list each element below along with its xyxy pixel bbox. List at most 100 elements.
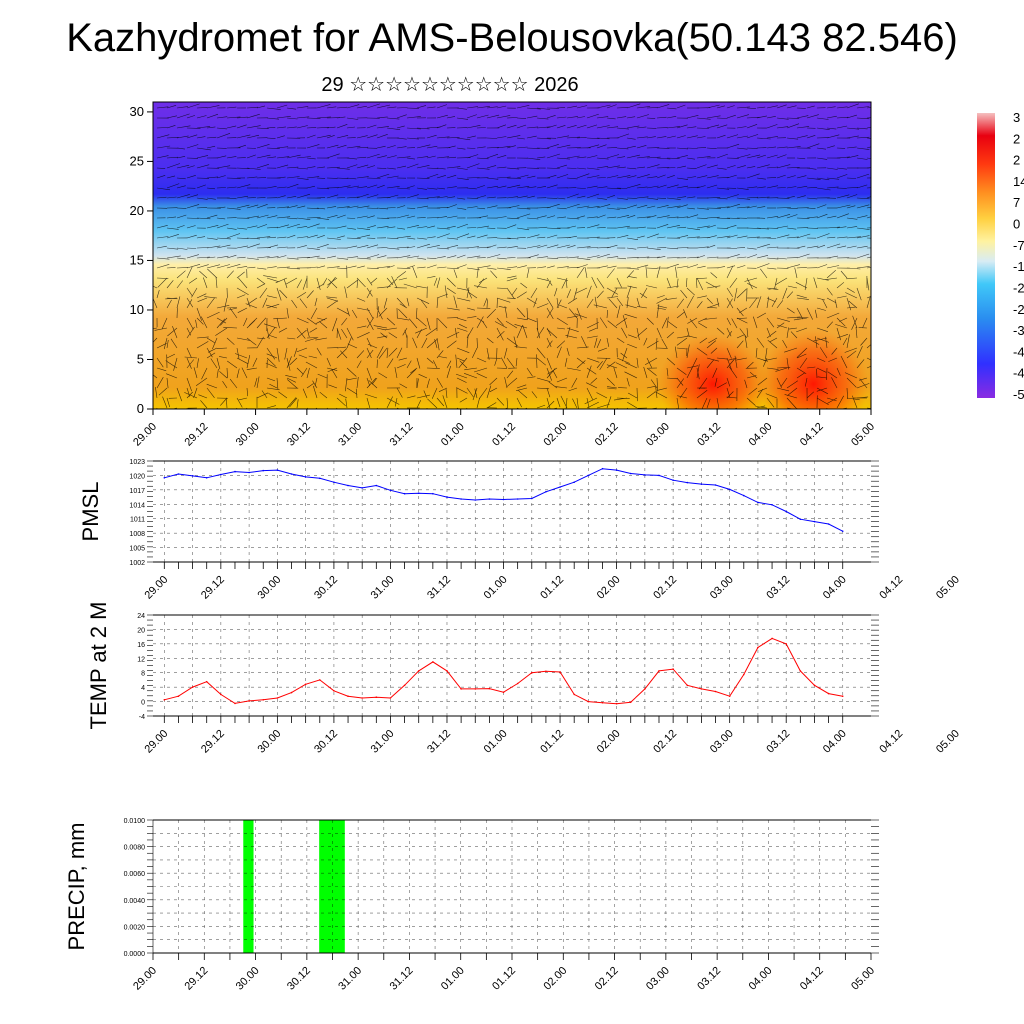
- wind-vector: [526, 234, 540, 239]
- wind-vector: [276, 236, 287, 239]
- y-axis-label: PMSL: [78, 482, 103, 542]
- wind-vector: [466, 287, 472, 299]
- data-point: [658, 474, 660, 477]
- wind-vector: [835, 324, 848, 329]
- wind-vector: [436, 187, 446, 190]
- wind-vector: [692, 407, 698, 409]
- wind-vector: [186, 377, 192, 392]
- wind-vector: [256, 256, 270, 259]
- wind-vector: [616, 305, 621, 319]
- wind-vector: [687, 335, 698, 339]
- wind-vector: [406, 215, 416, 219]
- wind-vector: [626, 154, 640, 159]
- wind-vector: [825, 277, 838, 280]
- wind-vector: [463, 373, 478, 379]
- wind-vector: [406, 255, 420, 259]
- wind-vector: [576, 116, 586, 119]
- wind-vector: [346, 104, 360, 109]
- wind-vector: [836, 226, 847, 229]
- wind-vector: [726, 357, 732, 370]
- wind-vector: [376, 247, 388, 249]
- data-point: [205, 680, 208, 683]
- wind-vector: [506, 196, 518, 199]
- wind-vector: [716, 153, 728, 159]
- wind-vector: [696, 225, 710, 229]
- wind-vector: [506, 217, 520, 220]
- x-tick-label: 30.12: [285, 965, 313, 993]
- wind-vector: [866, 206, 871, 209]
- wind-vector: [316, 283, 325, 289]
- wind-vector: [446, 255, 457, 259]
- wind-vector: [786, 196, 795, 199]
- wind-vector: [696, 367, 700, 380]
- wind-vector: [836, 334, 848, 339]
- wind-vector: [476, 167, 490, 170]
- wind-vector: [296, 245, 307, 249]
- wind-vector: [696, 301, 703, 309]
- wind-vector: [866, 187, 871, 189]
- wind-vector: [356, 279, 358, 289]
- wind-vector: [219, 356, 228, 359]
- wind-vector: [676, 204, 688, 209]
- wind-vector: [846, 155, 859, 159]
- wind-vector: [526, 307, 528, 320]
- wind-vector: [279, 289, 288, 299]
- wind-vector: [746, 134, 759, 139]
- wind-vector: [666, 331, 674, 339]
- wind-vector: [786, 291, 794, 299]
- wind-vector: [496, 297, 511, 303]
- wind-vector: [596, 361, 603, 369]
- wind-vector: [176, 247, 188, 250]
- wind-vector: [206, 387, 215, 398]
- x-tick-label: 03.12: [764, 728, 792, 756]
- wind-vector: [726, 114, 736, 119]
- wind-vector: [207, 268, 218, 279]
- wind-vector: [816, 213, 828, 219]
- wind-vector: [416, 165, 430, 169]
- data-point: [785, 643, 787, 645]
- wind-vector: [556, 327, 566, 330]
- wind-vector: [536, 377, 551, 382]
- wind-vector: [556, 207, 567, 210]
- wind-vector: [316, 277, 321, 290]
- wind-vector: [153, 327, 158, 329]
- wind-vector: [326, 153, 340, 159]
- wind-vector: [536, 303, 549, 309]
- wind-vector: [366, 317, 375, 329]
- x-tick-label: 03.12: [764, 574, 792, 602]
- wind-vector: [736, 288, 747, 299]
- wind-vector: [776, 146, 788, 149]
- wind-vector: [446, 340, 457, 349]
- wind-vector: [831, 377, 838, 389]
- wind-vector: [613, 367, 618, 379]
- wind-vector: [656, 266, 661, 279]
- wind-vector: [173, 357, 178, 371]
- x-tick-label: 30.12: [285, 421, 313, 449]
- wind-vector: [726, 298, 733, 309]
- wind-vector: [316, 207, 326, 210]
- wind-vector: [308, 355, 318, 359]
- wind-vector: [839, 407, 848, 409]
- x-tick-label: 29.12: [199, 728, 227, 756]
- wind-vector: [646, 215, 657, 219]
- wind-vector: [686, 344, 690, 359]
- wind-vector: [846, 135, 859, 139]
- wind-vector: [215, 277, 218, 289]
- wind-vector: [646, 385, 656, 389]
- wind-vector: [514, 346, 528, 349]
- wind-vector: [586, 322, 599, 329]
- wind-vector: [356, 146, 369, 149]
- wind-vector: [284, 347, 288, 360]
- wind-vector: [206, 264, 220, 269]
- y-tick-label: 30: [130, 104, 144, 119]
- wind-vector: [566, 315, 579, 319]
- wind-vector: [366, 165, 376, 169]
- wind-vector: [626, 125, 640, 129]
- wind-vector: [606, 337, 610, 347]
- wind-vector: [316, 265, 326, 269]
- wind-vector: [355, 388, 358, 399]
- wind-vector: [836, 174, 848, 179]
- wind-vector: [346, 126, 356, 129]
- wind-vector: [186, 225, 196, 229]
- wind-vector: [726, 377, 731, 387]
